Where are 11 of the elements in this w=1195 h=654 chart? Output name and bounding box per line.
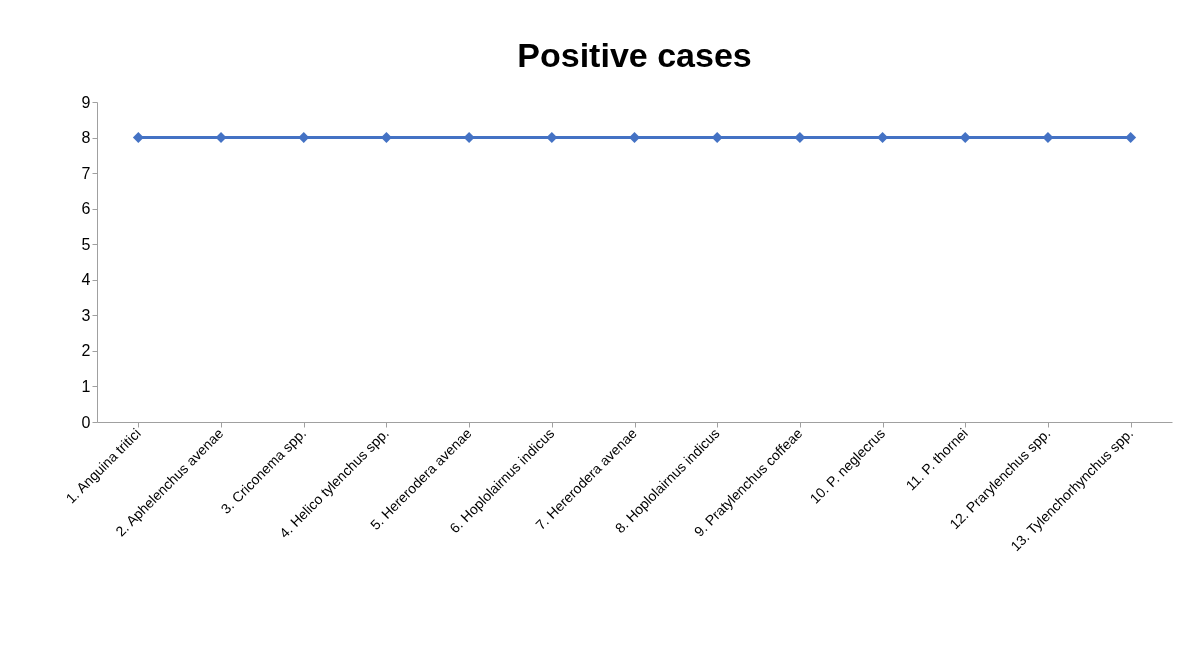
y-tick-label: 5 (81, 235, 91, 253)
y-tick-label: 3 (81, 306, 91, 324)
y-tick-label: 7 (81, 164, 91, 182)
y-tick-label: 0 (81, 413, 91, 431)
y-tick-label: 1 (81, 377, 91, 395)
y-tick-label: 2 (81, 342, 91, 360)
y-tick-label: 6 (81, 200, 91, 218)
y-tick-label: 4 (81, 271, 91, 289)
y-tick-label: 9 (81, 93, 91, 111)
chart-title: Positive cases (517, 36, 752, 74)
y-tick-label: 8 (81, 129, 91, 147)
